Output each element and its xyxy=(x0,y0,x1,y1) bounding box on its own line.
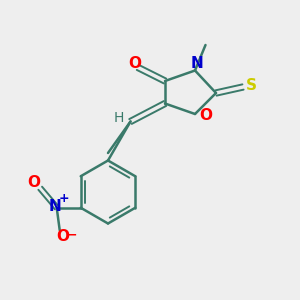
Text: O: O xyxy=(128,56,142,70)
Text: S: S xyxy=(246,78,257,93)
Text: N: N xyxy=(49,199,61,214)
Text: N: N xyxy=(190,56,203,71)
Text: O: O xyxy=(56,229,69,244)
Text: −: − xyxy=(67,228,78,241)
Text: O: O xyxy=(28,175,41,190)
Text: +: + xyxy=(59,192,70,205)
Text: O: O xyxy=(199,108,212,123)
Text: H: H xyxy=(114,112,124,125)
